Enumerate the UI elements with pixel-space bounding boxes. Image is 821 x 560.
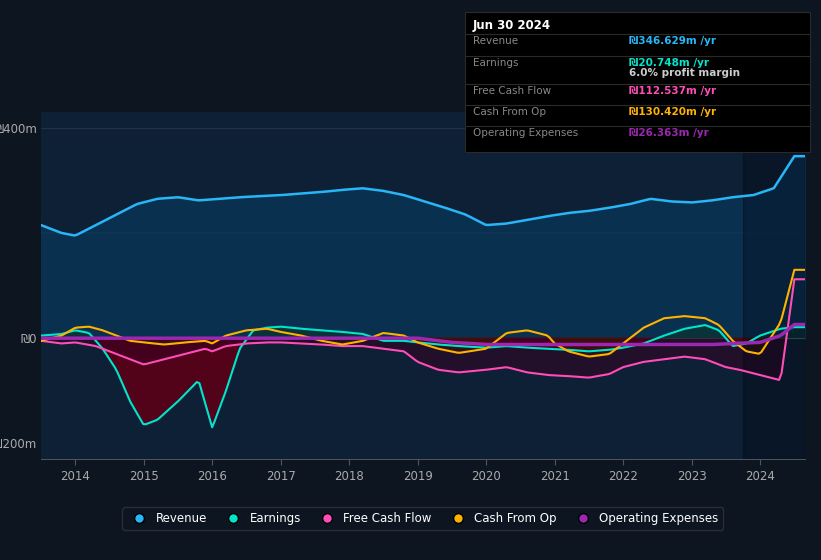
Text: Operating Expenses: Operating Expenses — [473, 128, 578, 138]
Text: 6.0% profit margin: 6.0% profit margin — [629, 68, 740, 78]
Text: ₪130.420m /yr: ₪130.420m /yr — [629, 107, 716, 117]
Text: Earnings: Earnings — [473, 58, 518, 68]
Bar — [743, 112, 805, 459]
Text: Cash From Op: Cash From Op — [473, 107, 546, 117]
Text: Jun 30 2024: Jun 30 2024 — [473, 19, 551, 32]
Text: ₪20.748m /yr: ₪20.748m /yr — [629, 58, 709, 68]
Text: Revenue: Revenue — [473, 36, 518, 46]
Text: ₪346.629m /yr: ₪346.629m /yr — [629, 36, 716, 46]
Text: ₪112.537m /yr: ₪112.537m /yr — [629, 86, 716, 96]
Text: ₪26.363m /yr: ₪26.363m /yr — [629, 128, 709, 138]
Text: Free Cash Flow: Free Cash Flow — [473, 86, 551, 96]
Legend: Revenue, Earnings, Free Cash Flow, Cash From Op, Operating Expenses: Revenue, Earnings, Free Cash Flow, Cash … — [122, 507, 723, 530]
